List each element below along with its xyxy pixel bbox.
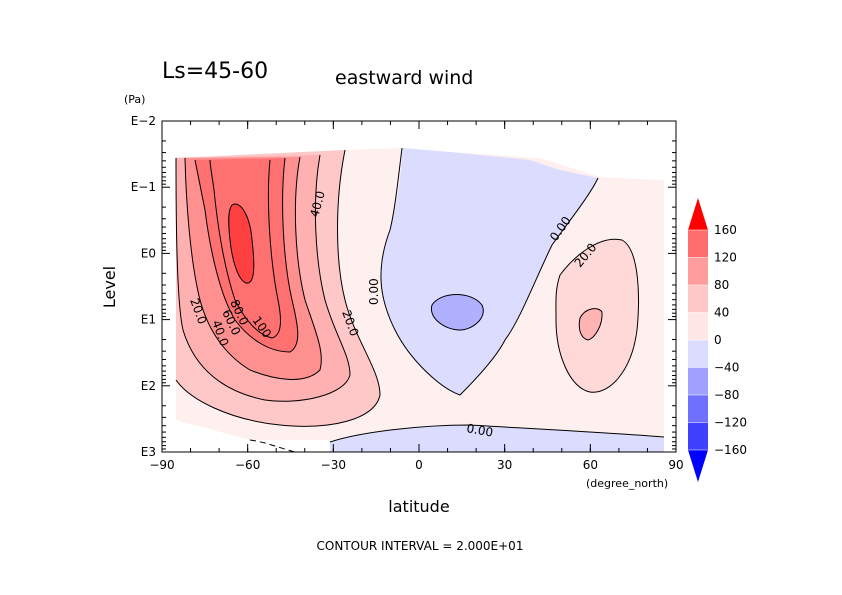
contour-lines	[175, 147, 665, 452]
x-tick-label: 0	[415, 458, 423, 472]
colorbar-swatch	[688, 395, 708, 423]
x-tick-label: 90	[668, 458, 683, 472]
contour-interval-text: CONTOUR INTERVAL = 2.000E+01	[317, 539, 524, 553]
contour-120-south	[228, 203, 255, 284]
contour-100-south	[209, 159, 281, 339]
y-tick-label: E−2	[131, 114, 156, 128]
chart-title: eastward wind	[335, 67, 473, 89]
colorbar-label: −80	[714, 388, 739, 402]
contour-20-south	[175, 149, 381, 427]
y-tick-label: E0	[141, 246, 156, 260]
contour-label: 40.0	[307, 189, 327, 218]
colorbar-min-arrow	[688, 450, 708, 482]
contour-40-south	[175, 154, 351, 402]
contour-80-south	[194, 157, 299, 353]
colorbar-label: 80	[714, 278, 729, 292]
colorbar-swatch	[688, 257, 708, 285]
x-tick-label: 60	[583, 458, 598, 472]
x-axis-title: latitude	[388, 497, 449, 516]
colorbar-swatch	[688, 285, 708, 313]
contour-0-upper	[380, 147, 599, 396]
x-tick-label: −60	[235, 458, 260, 472]
chart-subtitle: Ls=45-60	[162, 59, 268, 84]
colorbar-max-arrow	[688, 198, 708, 230]
contour-neg-bottom-left	[249, 439, 296, 452]
colorbar-label: 120	[714, 251, 737, 265]
x-tick-label: −30	[321, 458, 346, 472]
colorbar-label: 40	[714, 306, 729, 320]
colorbar-swatch	[688, 340, 708, 368]
y-tick-label: E3	[141, 445, 156, 459]
colorbar-label: −40	[714, 361, 739, 375]
colorbar-swatch	[688, 367, 708, 395]
colorbar-label: −160	[714, 443, 747, 457]
colorbar: 160 120 80 40 0 −40 −80 −120 −160	[688, 198, 747, 482]
x-unit-label: (degree_north)	[586, 477, 668, 490]
field-region-neg-core	[431, 294, 484, 330]
colorbar-label: 0	[714, 333, 722, 347]
field-region-jet-120	[228, 204, 254, 284]
y-unit-label: (Pa)	[124, 93, 145, 106]
contour-20-north	[555, 238, 639, 393]
colorbar-swatch	[688, 312, 708, 340]
y-axis-title: Level	[100, 266, 119, 308]
y-tick-label: E−1	[131, 180, 156, 194]
contour-label: 0.00	[465, 421, 494, 439]
axis-layer: −90 −60 −30 0 30 60 90 E−2 E−1 E0 E1 E2 E3	[131, 114, 684, 472]
contour-neg-core	[430, 294, 484, 331]
x-tick-label: 30	[497, 458, 512, 472]
x-tick-label: −90	[149, 458, 174, 472]
colorbar-label: −120	[714, 416, 747, 430]
colorbar-swatch	[688, 422, 708, 450]
colorbar-swatch	[688, 230, 708, 258]
y-tick-label: E2	[141, 379, 156, 393]
colorbar-label: 160	[714, 223, 737, 237]
contour-label: 0.00	[367, 278, 381, 305]
contour-0-lower	[329, 424, 665, 443]
contour-fill-layer	[176, 148, 664, 452]
y-tick-label: E1	[141, 313, 156, 327]
contour-60-south	[184, 156, 322, 380]
field-region-neg	[380, 148, 598, 395]
contour-40-north	[578, 308, 603, 341]
